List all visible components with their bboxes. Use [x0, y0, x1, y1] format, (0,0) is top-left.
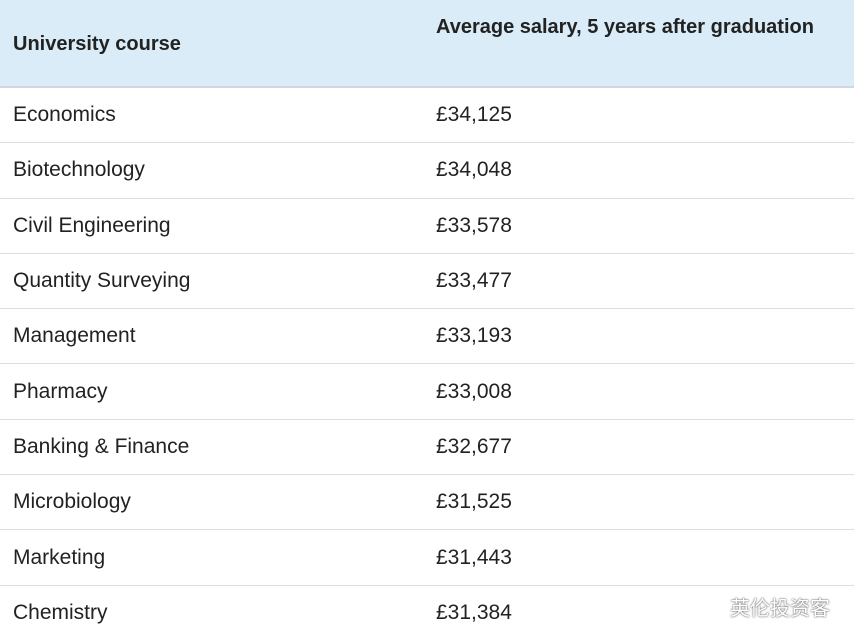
course-cell: Biotechnology — [13, 158, 145, 182]
course-cell: Management — [13, 324, 136, 348]
course-cell: Civil Engineering — [13, 213, 171, 237]
course-cell: Marketing — [13, 545, 106, 569]
salary-cell: £32,677 — [436, 434, 512, 458]
course-cell: Banking & Finance — [13, 434, 190, 458]
salary-cell: £33,578 — [436, 213, 512, 237]
salary-cell: £31,384 — [436, 601, 512, 625]
table-row: Microbiology £31,525 — [0, 475, 854, 531]
course-cell: Microbiology — [13, 490, 131, 514]
table-row: Marketing £31,443 — [0, 530, 854, 586]
table-row: Civil Engineering £33,578 — [0, 199, 854, 254]
table-body: Economics £34,125 Biotechnology £34,048 … — [0, 88, 854, 639]
salary-cell: £31,443 — [436, 545, 512, 569]
course-cell: Quantity Surveying — [13, 269, 191, 293]
table-row: Chemistry £31,384 — [0, 586, 854, 639]
watermark-text: 英伦投资客 — [730, 597, 830, 620]
salary-cell: £31,525 — [436, 490, 512, 514]
header-average-salary: Average salary, 5 years after graduation — [436, 16, 814, 38]
table-header: University course Average salary, 5 year… — [0, 0, 854, 88]
course-cell: Pharmacy — [13, 379, 108, 403]
wechat-icon — [694, 591, 724, 621]
header-university-course: University course — [13, 33, 181, 55]
course-cell: Chemistry — [13, 601, 108, 625]
table-row: Quantity Surveying £33,477 — [0, 254, 854, 310]
table-row: Banking & Finance £32,677 — [0, 420, 854, 476]
salary-cell: £33,008 — [436, 379, 512, 403]
salary-cell: £33,193 — [436, 324, 512, 348]
table-row: Economics £34,125 — [0, 88, 854, 144]
table-row: Biotechnology £34,048 — [0, 143, 854, 199]
salary-cell: £33,477 — [436, 269, 512, 293]
watermark: 英伦投资客 — [694, 591, 830, 621]
salary-cell: £34,048 — [436, 158, 512, 182]
salary-cell: £34,125 — [436, 103, 512, 127]
table-row: Management £33,193 — [0, 309, 854, 365]
course-cell: Economics — [13, 103, 116, 127]
table-row: Pharmacy £33,008 — [0, 364, 854, 420]
